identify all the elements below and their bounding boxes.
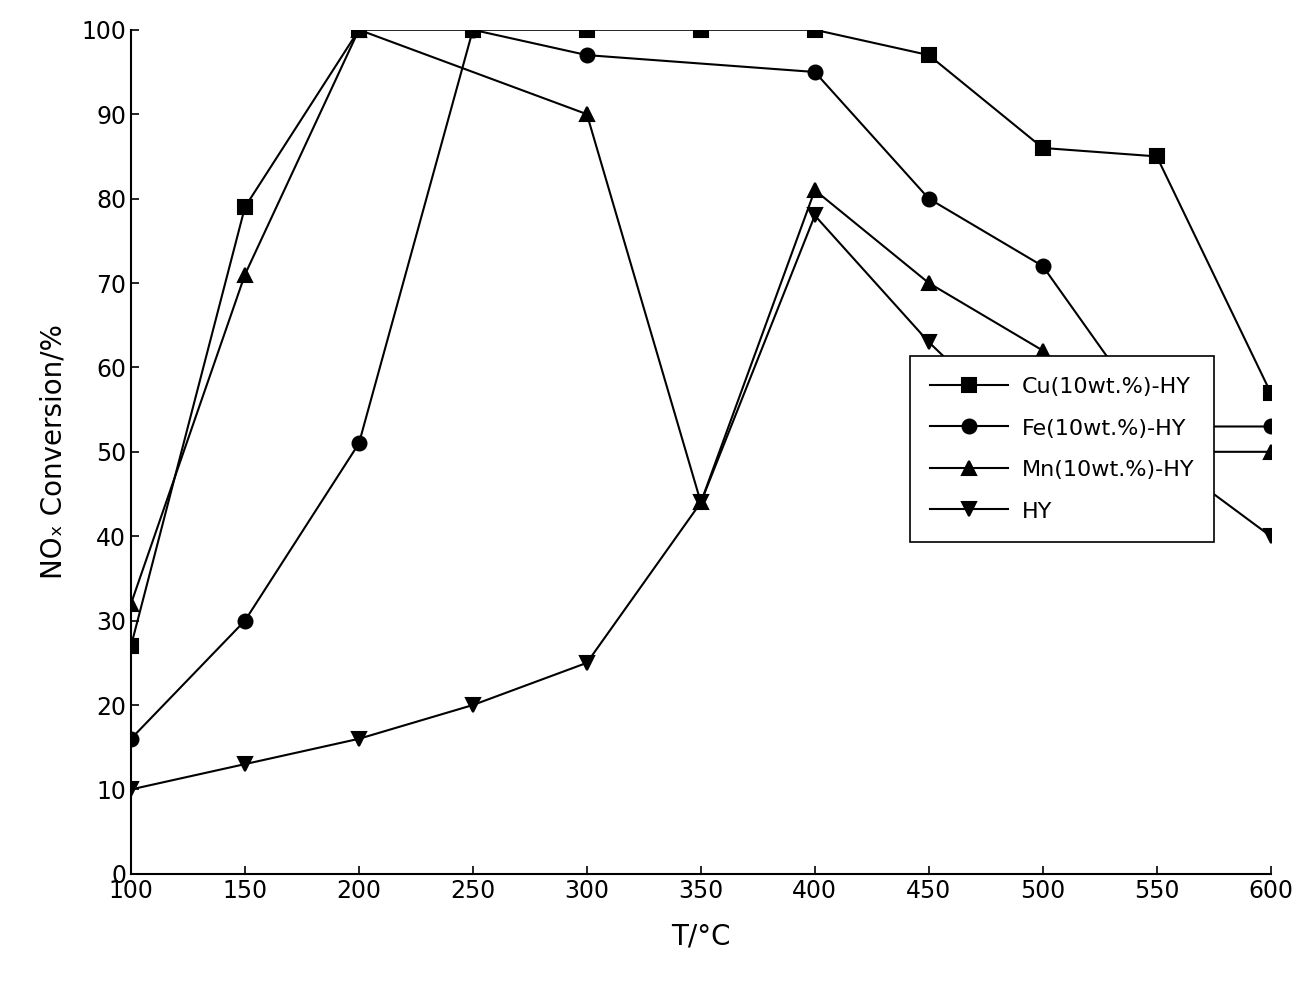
Mn(10wt.%)-HY xyxy=(1035,345,1051,356)
Cu(10wt.%)-HY xyxy=(351,24,367,36)
Fe(10wt.%)-HY xyxy=(1263,421,1279,433)
Line: Cu(10wt.%)-HY: Cu(10wt.%)-HY xyxy=(124,23,1277,652)
Y-axis label: NOₓ Conversion/%: NOₓ Conversion/% xyxy=(39,325,67,579)
Fe(10wt.%)-HY xyxy=(351,437,367,449)
Fe(10wt.%)-HY xyxy=(237,615,253,627)
HY xyxy=(921,336,937,349)
Cu(10wt.%)-HY xyxy=(1263,386,1279,398)
Fe(10wt.%)-HY xyxy=(579,49,595,62)
Fe(10wt.%)-HY xyxy=(123,733,139,745)
Fe(10wt.%)-HY xyxy=(465,24,481,36)
HY xyxy=(351,733,367,745)
Line: Mn(10wt.%)-HY: Mn(10wt.%)-HY xyxy=(124,23,1277,611)
HY xyxy=(693,496,709,508)
Mn(10wt.%)-HY xyxy=(693,496,709,508)
Mn(10wt.%)-HY xyxy=(123,598,139,610)
HY xyxy=(1035,446,1051,458)
Cu(10wt.%)-HY xyxy=(123,640,139,652)
Cu(10wt.%)-HY xyxy=(693,24,709,36)
HY xyxy=(579,657,595,669)
Legend: Cu(10wt.%)-HY, Fe(10wt.%)-HY, Mn(10wt.%)-HY, HY: Cu(10wt.%)-HY, Fe(10wt.%)-HY, Mn(10wt.%)… xyxy=(910,355,1214,542)
Mn(10wt.%)-HY xyxy=(807,185,823,197)
X-axis label: T/°C: T/°C xyxy=(671,922,731,950)
Cu(10wt.%)-HY xyxy=(1149,151,1165,163)
Cu(10wt.%)-HY xyxy=(237,201,253,213)
HY xyxy=(123,783,139,795)
Fe(10wt.%)-HY xyxy=(921,193,937,205)
Cu(10wt.%)-HY xyxy=(807,24,823,36)
Mn(10wt.%)-HY xyxy=(1263,446,1279,458)
Fe(10wt.%)-HY xyxy=(1035,260,1051,272)
Fe(10wt.%)-HY xyxy=(807,67,823,78)
Cu(10wt.%)-HY xyxy=(579,24,595,36)
HY xyxy=(807,210,823,221)
Line: Fe(10wt.%)-HY: Fe(10wt.%)-HY xyxy=(124,23,1277,746)
HY xyxy=(1263,530,1279,542)
Cu(10wt.%)-HY xyxy=(465,24,481,36)
HY xyxy=(1149,446,1165,458)
HY xyxy=(237,759,253,771)
Mn(10wt.%)-HY xyxy=(579,108,595,120)
Mn(10wt.%)-HY xyxy=(1149,446,1165,458)
Cu(10wt.%)-HY xyxy=(921,49,937,62)
Cu(10wt.%)-HY xyxy=(1035,142,1051,154)
Mn(10wt.%)-HY xyxy=(351,24,367,36)
HY xyxy=(465,699,481,711)
Mn(10wt.%)-HY xyxy=(237,269,253,281)
Line: HY: HY xyxy=(124,209,1277,796)
Mn(10wt.%)-HY xyxy=(921,277,937,289)
Fe(10wt.%)-HY xyxy=(1149,421,1165,433)
